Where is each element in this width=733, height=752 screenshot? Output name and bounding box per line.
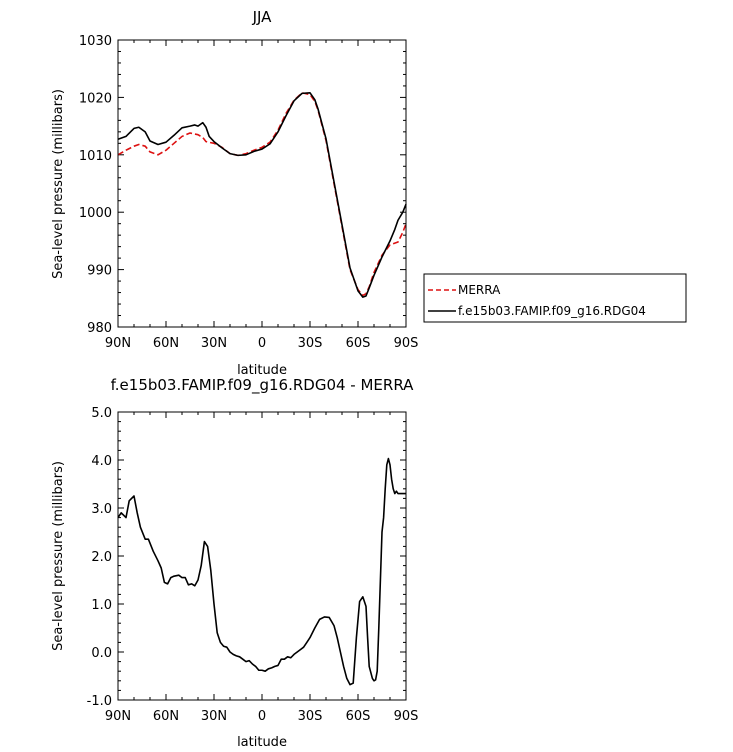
top-y-tick-label: 1010 xyxy=(79,149,112,164)
bottom-x-tick-label: 90S xyxy=(394,709,419,724)
bottom-y-tick-label: 0.0 xyxy=(91,646,112,661)
top-x-tick-label: 90S xyxy=(394,336,419,351)
bottom-x-tick-label: 30N xyxy=(201,709,227,724)
bottom-y-tick-label: 3.0 xyxy=(91,502,112,517)
top-y-tick-label: 1000 xyxy=(79,206,112,221)
bottom-y-tick-label: -1.0 xyxy=(87,694,112,709)
legend: MERRA f.e15b03.FAMIP.f09_g16.RDG04 xyxy=(423,273,687,323)
top-series-line-1 xyxy=(117,92,407,298)
top-x-tick-label: 90N xyxy=(105,336,131,351)
bottom-panel-frame xyxy=(117,411,407,701)
bottom-panel-lines xyxy=(117,457,406,686)
bottom-panel-x-axis-title: latitude xyxy=(237,735,287,750)
legend-box xyxy=(423,273,687,323)
top-x-tick-label: 30S xyxy=(298,336,323,351)
bottom-y-tick-label: 4.0 xyxy=(91,454,112,469)
bottom-x-tick-label: 90N xyxy=(105,709,131,724)
top-x-tick-label: 30N xyxy=(201,336,227,351)
bottom-panel-difference: f.e15b03.FAMIP.f09_g16.RDG04 - MERRA Sea… xyxy=(51,376,418,750)
top-panel-x-axis-title: latitude xyxy=(237,363,287,378)
bottom-panel-title: f.e15b03.FAMIP.f09_g16.RDG04 - MERRA xyxy=(111,376,415,395)
top-y-tick-label: 1020 xyxy=(79,91,112,106)
top-panel-lines xyxy=(117,92,407,298)
top-panel-ticks: 90N 60N 30N 0 30S 60S 90S 980 990 1000 1010 1020 103… xyxy=(79,34,418,351)
bottom-panel-ticks: 90N 60N 30N 0 30S 60S 90S -1.0 0.0 1.0 2.0 3.0 4.0 5.… xyxy=(87,406,419,724)
bottom-y-tick-label: 1.0 xyxy=(91,598,112,613)
bottom-x-tick-label: 60S xyxy=(346,709,371,724)
bottom-x-tick-label: 30S xyxy=(298,709,323,724)
top-y-tick-label: 990 xyxy=(87,264,112,279)
top-x-tick-label: 0 xyxy=(258,336,266,351)
bottom-series-line-0 xyxy=(117,457,406,686)
top-panel-y-axis-title: Sea-level pressure (millibars) xyxy=(51,89,66,279)
top-series-line-0 xyxy=(117,92,407,297)
bottom-panel-y-axis-title: Sea-level pressure (millibars) xyxy=(51,461,66,651)
legend-label-merra: MERRA xyxy=(458,283,501,297)
top-y-tick-label: 1030 xyxy=(79,34,112,49)
top-panel-frame xyxy=(117,39,407,328)
bottom-x-tick-label: 0 xyxy=(258,709,266,724)
top-panel-jja: JJA Sea-level pressure (millibars) latit… xyxy=(51,8,418,378)
bottom-y-tick-label: 2.0 xyxy=(91,550,112,565)
legend-label-model: f.e15b03.FAMIP.f09_g16.RDG04 xyxy=(458,304,646,318)
top-x-tick-label: 60N xyxy=(153,336,179,351)
bottom-y-tick-label: 5.0 xyxy=(91,406,112,421)
top-x-tick-label: 60S xyxy=(346,336,371,351)
top-y-tick-label: 980 xyxy=(87,321,112,336)
bottom-x-tick-label: 60N xyxy=(153,709,179,724)
top-panel-title: JJA xyxy=(252,8,273,26)
